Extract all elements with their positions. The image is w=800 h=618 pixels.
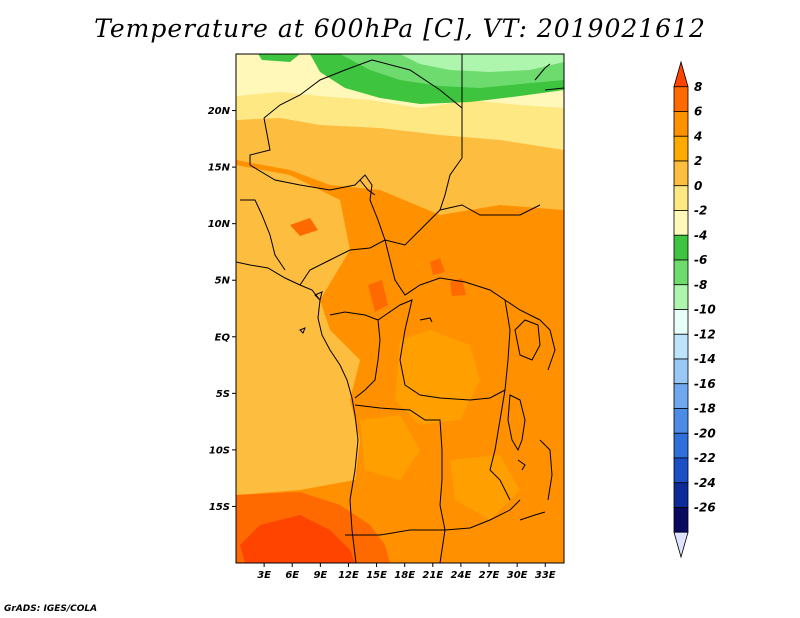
- colorbar-swatch: [673, 210, 689, 236]
- lat-tick-label: 15S: [209, 502, 230, 513]
- lat-tick-label: EQ: [215, 332, 231, 343]
- lat-tick-label: 15N: [208, 163, 231, 174]
- colorbar-level-label: -4: [694, 228, 707, 242]
- colorbar-level-label: -12: [694, 327, 716, 341]
- colorbar-level-label: -16: [694, 377, 716, 391]
- colorbar-level-label: 2: [694, 154, 702, 168]
- lat-tick-label: 20N: [208, 106, 231, 117]
- colorbar-level-label: 0: [694, 179, 702, 193]
- colorbar-swatch: [673, 234, 689, 261]
- colorbar-level-label: 8: [694, 80, 702, 94]
- lon-tick-label: 15E: [366, 570, 387, 581]
- lon-tick-label: 9E: [313, 570, 327, 581]
- lat-tick-label: 10N: [208, 219, 231, 230]
- latitude-axis: 20N 15N 10N 5N EQ 5S 10S 15S: [208, 106, 236, 513]
- colorbar-level-label: -20: [694, 426, 716, 440]
- lon-tick-label: 3E: [257, 570, 271, 581]
- colorbar-swatch: [673, 358, 689, 385]
- lon-tick-label: 18E: [394, 570, 415, 581]
- colorbar-level-label: -2: [694, 204, 707, 218]
- lon-tick-label: 27E: [479, 570, 500, 581]
- lon-tick-label: 6E: [285, 570, 299, 581]
- colorbar-swatch: [673, 284, 689, 310]
- colorbar-level-label: -6: [694, 253, 707, 267]
- lon-tick-label: 12E: [338, 570, 359, 581]
- longitude-axis: 3E 6E 9E 12E 15E 18E 21E 24E 27E 30E 33E: [257, 563, 556, 581]
- colorbar-swatch: [673, 482, 689, 508]
- colorbar-level-label: -26: [694, 501, 716, 515]
- temperature-field: [236, 54, 564, 563]
- colorbar-swatch: [673, 185, 689, 211]
- colorbar-swatch: [673, 259, 689, 286]
- lat-tick-label: 10S: [209, 445, 230, 456]
- colorbar-swatch: [673, 507, 689, 533]
- colorbar-swatch: [673, 333, 689, 360]
- colorbar-swatch: [673, 457, 689, 484]
- lat-tick-label: 5N: [215, 276, 231, 287]
- colorbar-level-label: -14: [694, 352, 716, 366]
- grads-credit: GrADS: IGES/COLA: [4, 604, 98, 614]
- colorbar-swatch: [673, 160, 689, 187]
- lon-tick-label: 24E: [451, 570, 472, 581]
- lon-tick-label: 21E: [422, 570, 443, 581]
- map-frame: [235, 53, 565, 564]
- colorbar-level-label: 6: [694, 105, 702, 119]
- colorbar-level-label: -8: [694, 278, 707, 292]
- lat-tick-label: 5S: [216, 389, 230, 400]
- colorbar-swatch: [673, 86, 689, 112]
- colorbar-swatch: [673, 531, 689, 559]
- map-title: Temperature at 600hPa [C], VT: 201902161…: [94, 14, 706, 43]
- colorbar-level-label: -22: [694, 451, 716, 465]
- colorbar-swatch: [673, 135, 689, 162]
- colorbar-level-label: -10: [694, 303, 716, 317]
- colorbar-swatch: [673, 60, 689, 88]
- colorbar-swatch: [673, 408, 689, 434]
- colorbar-swatch: [673, 432, 689, 459]
- colorbar-swatch: [673, 111, 689, 137]
- lon-tick-label: 33E: [535, 570, 556, 581]
- colorbar-swatch: [673, 383, 689, 409]
- lon-tick-label: 30E: [507, 570, 528, 581]
- colorbar-level-label: -24: [694, 476, 716, 490]
- colorbar-level-label: 4: [693, 129, 702, 143]
- color-legend: 8 6 4 2 0 -2 -4 -6 -8 -10 -12 -14 -16 -18 -20 -22 -24 -26: [673, 60, 716, 559]
- colorbar-swatch: [673, 309, 689, 335]
- country-borders: [236, 54, 564, 563]
- colorbar-level-label: -18: [694, 402, 716, 416]
